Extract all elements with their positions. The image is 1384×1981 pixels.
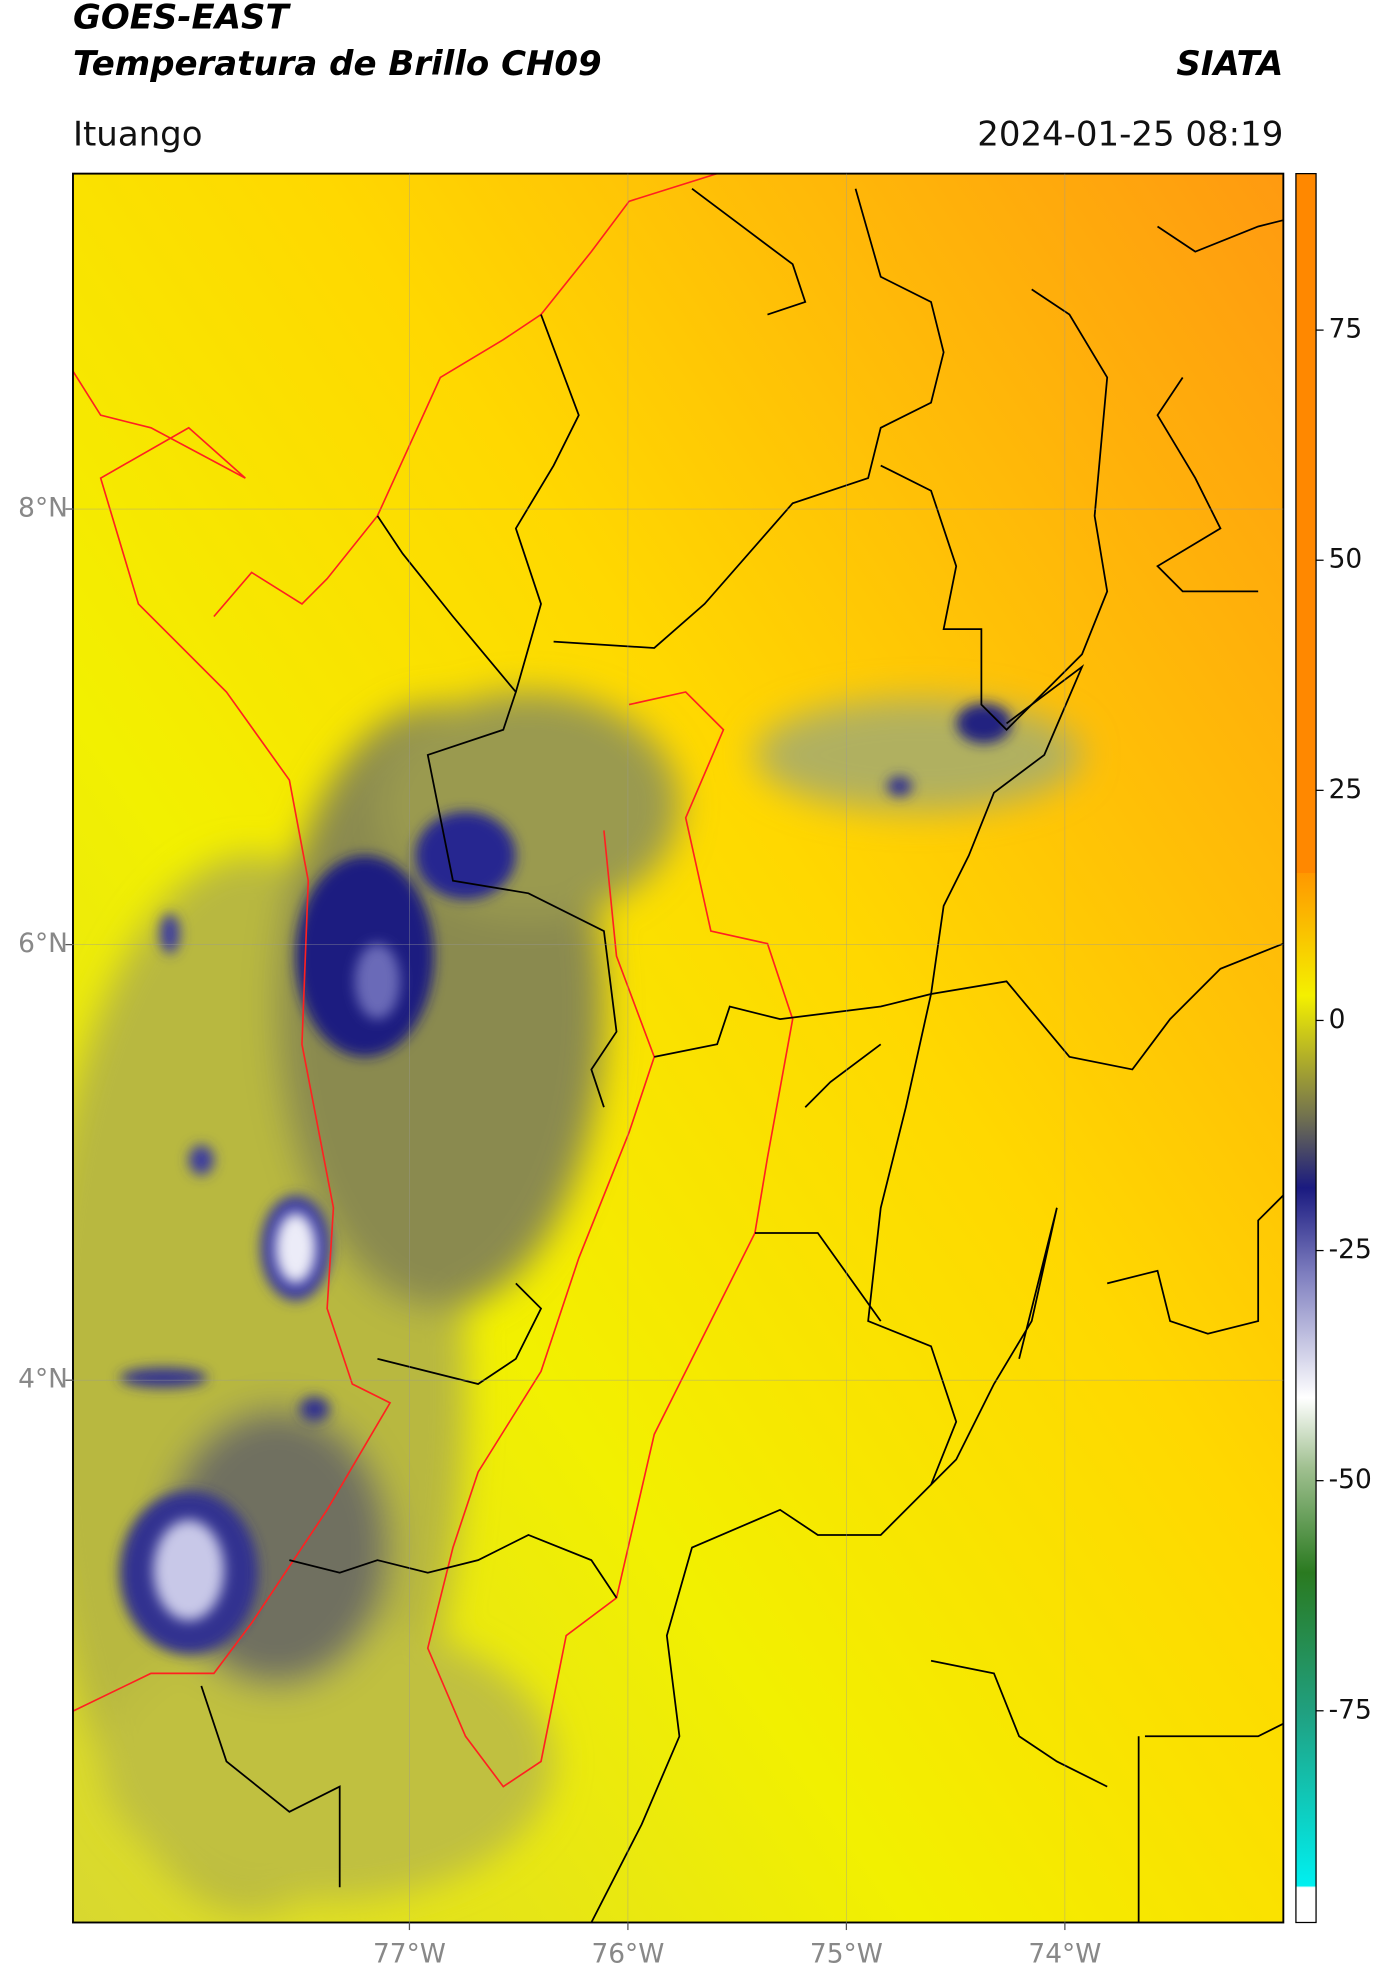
colorbar-tick-label: 25 xyxy=(1329,774,1363,805)
colorbar-tick-label: -25 xyxy=(1329,1234,1372,1265)
x-tick-label: 75°W xyxy=(810,1939,883,1970)
y-tick-label: 6°N xyxy=(18,928,68,959)
colorbar-tick-label: -50 xyxy=(1329,1464,1372,1495)
map-image xyxy=(72,173,1284,1923)
x-tick-label: 77°W xyxy=(373,1939,446,1970)
location: Ituango xyxy=(73,114,203,154)
colorbar-tick-label: 75 xyxy=(1329,314,1363,345)
subtitle: Temperatura de Brillo CH09 xyxy=(73,44,602,84)
title: GOES-EAST xyxy=(73,0,291,37)
colorbar-tick-label: 50 xyxy=(1329,544,1363,575)
colorbar xyxy=(1295,172,1317,1924)
y-tick-label: 8°N xyxy=(18,493,68,524)
y-tick-label: 4°N xyxy=(18,1364,68,1395)
source: SIATA xyxy=(1176,44,1283,84)
timestamp: 2024-01-25 08:19 xyxy=(977,114,1283,154)
x-tick-label: 76°W xyxy=(591,1939,664,1970)
map-frame xyxy=(72,172,1285,1924)
colorbar-tick-label: 0 xyxy=(1329,1004,1346,1035)
x-tick-label: 74°W xyxy=(1028,1939,1101,1970)
colorbar-tick-label: -75 xyxy=(1329,1694,1372,1725)
